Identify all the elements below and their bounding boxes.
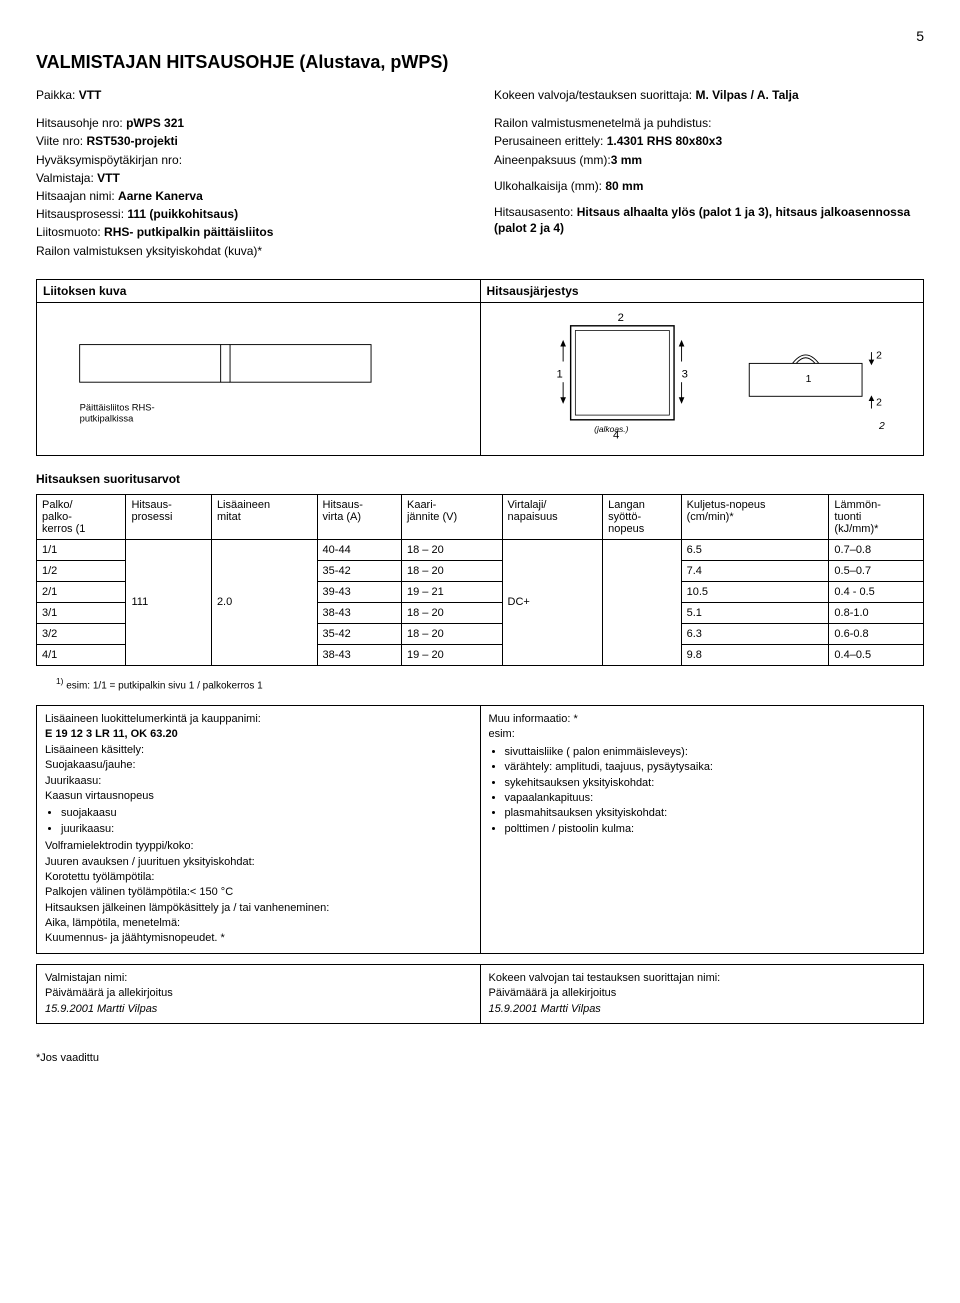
left-col: Paikka: VTT Hitsausohje nro: pWPS 321 Vi… — [36, 87, 466, 261]
ilb1: Juuren avauksen / juurituen yksityiskohd… — [45, 855, 472, 870]
svg-text:1: 1 — [556, 368, 562, 380]
irb4: plasmahitsauksen yksityiskohdat: — [505, 806, 916, 821]
right-sketch: 2 1 3 4 (jalkoas.) 2 2 1 2 — [487, 307, 918, 448]
irb5: polttimen / pistoolin kulma: — [505, 822, 916, 837]
th-5: Virtalaji/ napaisuus — [502, 494, 603, 539]
il-b1: juurikaasu: — [61, 822, 472, 837]
th-2: Lisäaineen mitat — [211, 494, 317, 539]
header-two-col: Paikka: VTT Hitsausohje nro: pWPS 321 Vi… — [36, 87, 924, 261]
il5: Kaasun virtausnopeus — [45, 789, 472, 804]
sign-right: Kokeen valvojan tai testauksen suorittaj… — [480, 965, 924, 1023]
r-line2: Aineenpaksuus (mm): — [494, 153, 611, 167]
kokeen-line: Kokeen valvoja/testauksen suorittaja: M.… — [494, 87, 924, 103]
il1: E 19 12 3 LR 11, OK 63.20 — [45, 728, 178, 740]
hitsausohje-value: pWPS 321 — [126, 116, 184, 130]
th-4: Kaari- jännite (V) — [401, 494, 502, 539]
viite-value: RST530-projekti — [86, 134, 177, 148]
th-0: Palko/ palko- kerros (1 — [37, 494, 126, 539]
il2: Lisäaineen käsittely: — [45, 743, 472, 758]
liitosmuoto-label: Liitosmuoto: — [36, 225, 101, 239]
sign-grid: Valmistajan nimi: Päivämäärä ja allekirj… — [36, 964, 924, 1024]
ulk-value: 80 mm — [605, 179, 643, 193]
svg-text:2: 2 — [876, 350, 882, 361]
il4: Juurikaasu: — [45, 774, 472, 789]
prosessi-value: 111 (puikkohitsaus) — [127, 207, 238, 221]
params-table: Palko/ palko- kerros (1 Hitsaus- prosess… — [36, 494, 924, 666]
ilb3: Palkojen välinen työlämpötila:< 150 °C — [45, 885, 472, 900]
left-sketch: Päittäisliitos RHS- putkipalkissa — [43, 307, 474, 448]
hitsausohje-label: Hitsausohje nro: — [36, 116, 123, 130]
ilb5: Aika, lämpötila, menetelmä: — [45, 916, 472, 931]
r-line0: Railon valmistusmenetelmä ja puhdistus: — [494, 115, 924, 131]
sr1: Kokeen valvojan tai testauksen suorittaj… — [489, 971, 916, 986]
ilb0: Volframielektrodin tyyppi/koko: — [45, 839, 472, 854]
irb1: värähtely: amplitudi, taajuus, pysäytysa… — [505, 760, 916, 775]
info-grid-1: Lisäaineen luokittelumerkintä ja kauppan… — [36, 705, 924, 954]
irb0: sivuttaisliike ( palon enimmäisleveys): — [505, 745, 916, 760]
kuva-left-cell: Päittäisliitos RHS- putkipalkissa — [37, 302, 481, 455]
r-line2-val: 3 mm — [611, 153, 642, 167]
liitosmuoto-value: RHS- putkipalkin päittäisliitos — [104, 225, 273, 239]
sr2: Päivämäärä ja allekirjoitus — [489, 986, 916, 1001]
il3: Suojakaasu/jauhe: — [45, 758, 472, 773]
paikka-value: VTT — [79, 88, 102, 102]
th-8: Lämmön- tuonti (kJ/mm)* — [829, 494, 924, 539]
right-col: Kokeen valvoja/testauksen suorittaja: M.… — [494, 87, 924, 261]
hitsaajan-value: Aarne Kanerva — [118, 189, 203, 203]
ilb4: Hitsauksen jälkeinen lämpökäsittely ja /… — [45, 901, 472, 916]
kuva-right-cell: 2 1 3 4 (jalkoas.) 2 2 1 2 — [480, 302, 924, 455]
prosessi-label: Hitsausprosessi: — [36, 207, 124, 221]
paikka-label: Paikka: — [36, 88, 75, 102]
sl3: 15.9.2001 Martti Vilpas — [45, 1002, 472, 1017]
ir-top: Muu informaatio: * — [489, 712, 916, 727]
suoritusarvot-heading: Hitsauksen suoritusarvot — [36, 472, 924, 486]
th-3: Hitsaus- virta (A) — [317, 494, 401, 539]
th-7: Kuljetus-nopeus (cm/min)* — [681, 494, 829, 539]
r-line1-val: 1.4301 RHS 80x80x3 — [607, 134, 722, 148]
th-1: Hitsaus- prosessi — [126, 494, 211, 539]
svg-text:2: 2 — [877, 421, 884, 432]
info-left: Lisäaineen luokittelumerkintä ja kauppan… — [37, 706, 480, 953]
footnote: 1) 1) esim: 1/1 = putkipalkin sivu 1 / p… — [56, 676, 924, 691]
svg-text:(jalkoas.): (jalkoas.) — [594, 424, 628, 434]
asterisk-note: *Jos vaadittu — [36, 1052, 924, 1064]
railon-line: Railon valmistuksen yksityiskohdat (kuva… — [36, 243, 466, 259]
sl1: Valmistajan nimi: — [45, 971, 472, 986]
page-number: 5 — [36, 28, 924, 44]
irb2: sykehitsauksen yksityiskohdat: — [505, 776, 916, 791]
paikka-line: Paikka: VTT — [36, 87, 466, 103]
sr3: 15.9.2001 Martti Vilpas — [489, 1002, 916, 1017]
il-b0: suojakaasu — [61, 806, 472, 821]
kuva-header-right: Hitsausjärjestys — [487, 284, 579, 298]
sl2: Päivämäärä ja allekirjoitus — [45, 986, 472, 1001]
svg-text:3: 3 — [681, 368, 687, 380]
ilb6: Kuumennus- ja jäähtymisnopeudet. * — [45, 931, 472, 946]
svg-text:2: 2 — [617, 312, 623, 324]
kokeen-label: Kokeen valvoja/testauksen suorittaja: — [494, 88, 692, 102]
asento-label: Hitsausasento: — [494, 205, 577, 219]
svg-text:Päittäisliitos RHS-: Päittäisliitos RHS- — [80, 401, 155, 412]
hitsaajan-label: Hitsaajan nimi: — [36, 189, 115, 203]
info-right: Muu informaatio: * esim: sivuttaisliike … — [480, 706, 924, 953]
kuva-table: Liitoksen kuva Hitsausjärjestys Päittäis… — [36, 279, 924, 456]
th-6: Langan syöttö- nopeus — [603, 494, 681, 539]
svg-text:putkipalkissa: putkipalkissa — [80, 412, 134, 423]
kokeen-value: M. Vilpas / A. Talja — [695, 88, 798, 102]
page-title: VALMISTAJAN HITSAUSOHJE (Alustava, pWPS) — [36, 52, 924, 73]
ir-esim: esim: — [489, 727, 916, 742]
sign-left: Valmistajan nimi: Päivämäärä ja allekirj… — [37, 965, 480, 1023]
svg-text:1: 1 — [805, 374, 811, 385]
valmistaja-value: VTT — [97, 171, 120, 185]
svg-text:2: 2 — [876, 397, 882, 408]
ilb2: Korotettu työlämpötila: — [45, 870, 472, 885]
il0: Lisäaineen luokittelumerkintä ja kauppan… — [45, 712, 472, 727]
kuva-header-left: Liitoksen kuva — [43, 284, 126, 298]
viite-label: Viite nro: — [36, 134, 83, 148]
hyv-label: Hyväksymispöytäkirjan nro: — [36, 153, 182, 167]
irb3: vapaalankapituus: — [505, 791, 916, 806]
r-line1: Perusaineen erittely: — [494, 134, 607, 148]
valmistaja-label: Valmistaja: — [36, 171, 94, 185]
ulk-label: Ulkohalkaisija (mm): — [494, 179, 605, 193]
